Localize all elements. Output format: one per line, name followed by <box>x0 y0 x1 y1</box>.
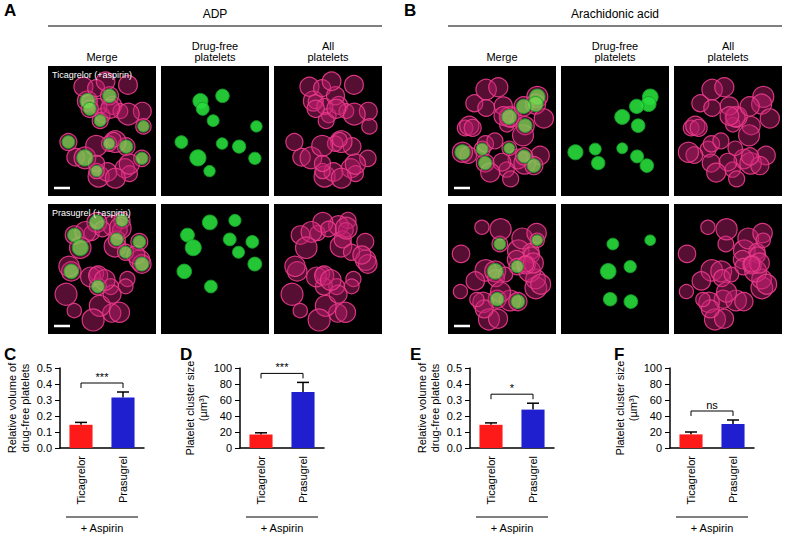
svg-text:Ticagrelor: Ticagrelor <box>485 456 497 505</box>
svg-text:All: All <box>321 39 335 52</box>
svg-text:0.1: 0.1 <box>447 426 462 438</box>
svg-text:60: 60 <box>650 394 662 406</box>
svg-text:40: 40 <box>220 410 232 422</box>
svg-text:Prasugrel: Prasugrel <box>117 456 129 503</box>
svg-text:+ Aspirin: + Aspirin <box>691 522 734 534</box>
svg-text:*: * <box>510 382 515 394</box>
svg-text:***: *** <box>96 371 110 383</box>
svg-text:Drug-free: Drug-free <box>591 39 639 52</box>
svg-text:0.3: 0.3 <box>37 394 52 406</box>
svg-text:B: B <box>404 1 416 20</box>
svg-text:+ Aspirin: + Aspirin <box>491 522 534 534</box>
svg-text:+ Aspirin: + Aspirin <box>81 522 124 534</box>
svg-text:Merge: Merge <box>86 51 117 63</box>
svg-text:20: 20 <box>220 426 232 438</box>
svg-text:0.2: 0.2 <box>447 410 462 422</box>
svg-text:E: E <box>410 345 421 364</box>
svg-text:All: All <box>721 39 735 52</box>
svg-text:platelets: platelets <box>308 51 349 63</box>
svg-text:0.4: 0.4 <box>447 378 462 390</box>
svg-text:D: D <box>180 345 192 364</box>
svg-text:40: 40 <box>650 410 662 422</box>
svg-text:Prasugrel: Prasugrel <box>527 456 539 503</box>
svg-text:C: C <box>4 345 16 364</box>
svg-text:0.5: 0.5 <box>447 362 462 374</box>
svg-text:Platelet cluster size: Platelet cluster size <box>184 361 196 456</box>
svg-text:(µm³): (µm³) <box>197 395 209 422</box>
svg-text:20: 20 <box>650 426 662 438</box>
svg-text:platelets: platelets <box>195 51 236 63</box>
svg-text:0.1: 0.1 <box>37 426 52 438</box>
svg-text:***: *** <box>276 361 290 373</box>
svg-text:A: A <box>4 1 16 20</box>
svg-text:100: 100 <box>644 362 662 374</box>
svg-text:0.0: 0.0 <box>37 442 52 454</box>
svg-text:100: 100 <box>214 362 232 374</box>
svg-text:Ticagrelor: Ticagrelor <box>255 456 267 505</box>
svg-text:Arachidonic acid: Arachidonic acid <box>571 7 659 21</box>
svg-text:0.2: 0.2 <box>37 410 52 422</box>
svg-text:Ticagrelor: Ticagrelor <box>685 456 697 505</box>
svg-text:platelets: platelets <box>595 51 636 63</box>
svg-text:drug-free platelets: drug-free platelets <box>429 363 441 452</box>
svg-text:drug-free platelets: drug-free platelets <box>19 363 31 452</box>
svg-text:Ticagrelor (+aspirin): Ticagrelor (+aspirin) <box>52 70 132 80</box>
svg-text:0: 0 <box>656 442 662 454</box>
svg-text:0.5: 0.5 <box>37 362 52 374</box>
svg-text:(µm³): (µm³) <box>627 395 639 422</box>
svg-text:ADP: ADP <box>203 7 228 21</box>
svg-text:F: F <box>614 345 624 364</box>
svg-text:0.3: 0.3 <box>447 394 462 406</box>
svg-text:+ Aspirin: + Aspirin <box>261 522 304 534</box>
svg-text:Prasugrel: Prasugrel <box>297 456 309 503</box>
svg-text:80: 80 <box>650 378 662 390</box>
svg-text:Drug-free: Drug-free <box>191 39 239 52</box>
svg-text:0.0: 0.0 <box>447 442 462 454</box>
svg-text:60: 60 <box>220 394 232 406</box>
svg-text:Relative volume of: Relative volume of <box>416 362 428 453</box>
svg-text:0: 0 <box>226 442 232 454</box>
svg-text:Platelet cluster size: Platelet cluster size <box>614 361 626 456</box>
svg-text:0.4: 0.4 <box>37 378 52 390</box>
svg-text:ns: ns <box>706 399 718 411</box>
svg-text:Ticagrelor: Ticagrelor <box>75 456 87 505</box>
svg-text:Prasugrel (+aspirin): Prasugrel (+aspirin) <box>52 208 131 218</box>
svg-text:platelets: platelets <box>708 51 749 63</box>
svg-text:Merge: Merge <box>486 51 517 63</box>
svg-text:80: 80 <box>220 378 232 390</box>
svg-text:Prasugrel: Prasugrel <box>727 456 739 503</box>
svg-text:Relative volume of: Relative volume of <box>6 362 18 453</box>
